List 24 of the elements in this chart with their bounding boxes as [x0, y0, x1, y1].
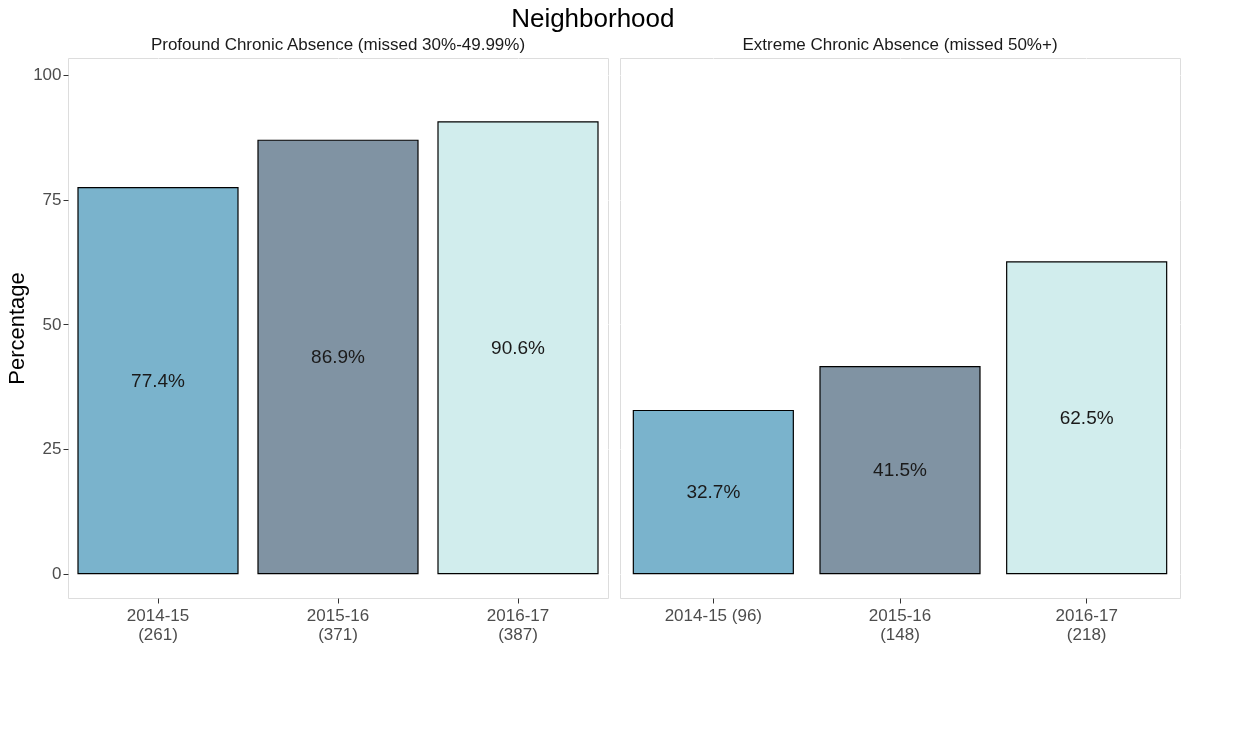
chart-title: Neighborhood — [511, 2, 675, 33]
x-tick-label: 2015-16 (371) — [306, 605, 370, 644]
x-tick-label: 2014-15 (261) — [126, 605, 190, 644]
bar — [257, 139, 419, 575]
data-label: 77.4% — [131, 369, 186, 391]
y-tick-label: 100 — [33, 65, 62, 85]
y-tick-label: 25 — [42, 439, 62, 459]
y-tick-label: 0 — [52, 564, 62, 584]
data-label: 41.5% — [873, 459, 928, 481]
chart-subtitle: Extreme Chronic Absence (missed 50%+) — [742, 35, 1058, 54]
chart-subtitle: Profound Chronic Absence (missed 30%-49.99%) — [150, 35, 526, 54]
data-label: 86.9% — [311, 345, 366, 367]
y-tick-label: 50 — [42, 314, 62, 334]
bar — [77, 187, 239, 575]
x-tick-label: 2016-17 (387) — [486, 605, 550, 644]
x-tick-label: 2014-15 (96) — [664, 605, 763, 625]
x-tick-label: 2016-17 (218) — [1055, 605, 1118, 644]
data-label: 62.5% — [1059, 406, 1114, 428]
bar — [437, 121, 599, 575]
y-axis-title: Percentage — [4, 272, 30, 385]
data-label: 32.7% — [686, 481, 741, 503]
y-tick-label: 75 — [42, 190, 62, 210]
data-label: 90.6% — [491, 336, 546, 358]
x-tick-label: 2015-16 (148) — [868, 605, 932, 644]
